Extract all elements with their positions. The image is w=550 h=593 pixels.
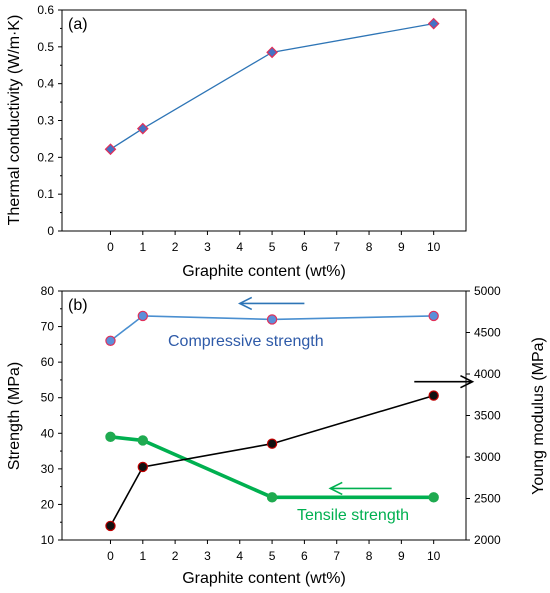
- compressive-strength-arrow-head: [237, 296, 253, 311]
- y-tick-label: 0.2: [37, 150, 54, 164]
- compressive-strength-label: Compressive strength: [168, 333, 324, 350]
- x-tick-label: 1: [139, 549, 146, 563]
- x-tick-label: 9: [398, 240, 405, 254]
- y-tick-label: 30: [41, 462, 55, 476]
- series-0-line: [110, 22, 434, 150]
- panel-a-label: (a): [68, 16, 88, 33]
- panel-b: (b) Strength (MPa) Young modulus (MPa) G…: [6, 284, 547, 587]
- tensile-strength-arrow-head: [328, 481, 343, 496]
- series-2-point: [266, 438, 278, 449]
- x-tick-label: 1: [139, 240, 146, 254]
- x-tick-label: 8: [366, 549, 373, 563]
- y-tick-label: 70: [41, 320, 55, 334]
- series-2-point: [428, 390, 439, 401]
- compressive-strength-point: [137, 310, 148, 322]
- x-tick-label: 0: [107, 240, 114, 254]
- y-tick-label: 0.3: [37, 114, 54, 128]
- y2-tick-label: 3500: [474, 409, 501, 423]
- panel-a-x-axis-title: Graphite content (wt%): [182, 263, 346, 280]
- y-tick-label: 0.1: [37, 187, 54, 201]
- tensile-strength-point: [428, 492, 439, 503]
- x-tick-label: 7: [333, 240, 340, 254]
- panel-a-plot-area: [61, 9, 467, 232]
- panel-b-label: (b): [68, 297, 88, 314]
- tensile-strength-point: [266, 492, 278, 503]
- panel-a-marks: 0 1 2 3 4 5 6 7 8 9 10 0 0.1 0.2 0.3 0.4 0.5 0.6: [37, 3, 440, 254]
- panel-a-y-axis-title: Thermal conductivity (W/m·K): [6, 15, 23, 226]
- tensile-strength-line: [110, 435, 434, 500]
- series-0-point: [266, 46, 278, 59]
- y2-tick-label: 5000: [474, 284, 501, 298]
- tensile-strength-point: [105, 431, 116, 443]
- y-tick-label: 80: [41, 284, 55, 298]
- x-tick-label: 10: [427, 549, 441, 563]
- y-tick-label: 0: [47, 224, 54, 238]
- x-tick-label: 8: [366, 240, 373, 254]
- x-tick-label: 10: [427, 240, 441, 254]
- series-0-point: [104, 143, 117, 156]
- panel-a: (a) Thermal conductivity (W/m·K) Graphit…: [6, 3, 467, 280]
- x-tick-label: 4: [236, 549, 243, 563]
- x-tick-label: 7: [333, 549, 340, 563]
- panel-b-y-axis-title: Strength (MPa): [6, 362, 23, 470]
- y2-tick-label: 2500: [474, 492, 501, 506]
- tensile-strength-point: [137, 435, 148, 446]
- y-tick-label: 60: [41, 355, 55, 369]
- x-tick-label: 0: [107, 549, 114, 563]
- y2-tick-label: 3000: [474, 450, 501, 464]
- series-2-point: [137, 461, 148, 473]
- y-tick-label: 40: [41, 426, 55, 440]
- y-tick-label: 10: [41, 533, 55, 547]
- y-tick-label: 0.4: [37, 77, 54, 91]
- y-tick-label: 20: [41, 497, 55, 511]
- compressive-strength-point: [105, 335, 116, 346]
- y2-tick-label: 4000: [474, 367, 501, 381]
- y2-tick-label: 2000: [474, 533, 501, 547]
- series-0-point: [136, 122, 149, 135]
- x-tick-label: 2: [172, 240, 179, 254]
- x-tick-label: 3: [204, 549, 211, 563]
- x-tick-label: 6: [301, 549, 308, 563]
- y2-tick-label: 4500: [474, 326, 501, 340]
- compressive-strength-point: [266, 314, 278, 325]
- x-tick-label: 3: [204, 240, 211, 254]
- x-tick-label: 6: [301, 240, 308, 254]
- series-2-point: [105, 520, 116, 532]
- x-tick-label: 4: [236, 240, 243, 254]
- compressive-strength-line: [109, 315, 434, 342]
- series-2-arrow-head: [460, 374, 475, 389]
- y-tick-label: 0.6: [37, 3, 54, 17]
- panel-b-y2-axis-title: Young modulus (MPa): [530, 337, 547, 495]
- series-2-line: [109, 394, 434, 527]
- compressive-strength-point: [428, 310, 439, 322]
- tensile-strength-label: Tensile strength: [297, 507, 409, 524]
- series-0-point: [427, 17, 440, 30]
- panel-b-marks: 0 1 2 3 4 5 6 7 8 9 10 10 20 30 40 50 60 70 80 2000 2500 3000…: [41, 284, 501, 563]
- x-tick-label: 9: [398, 549, 405, 563]
- y-tick-label: 50: [41, 391, 55, 405]
- x-tick-label: 5: [269, 240, 276, 254]
- y-tick-label: 0.5: [37, 40, 54, 54]
- x-tick-label: 2: [172, 549, 179, 563]
- panel-b-x-axis-title: Graphite content (wt%): [182, 570, 346, 587]
- x-tick-label: 5: [269, 549, 276, 563]
